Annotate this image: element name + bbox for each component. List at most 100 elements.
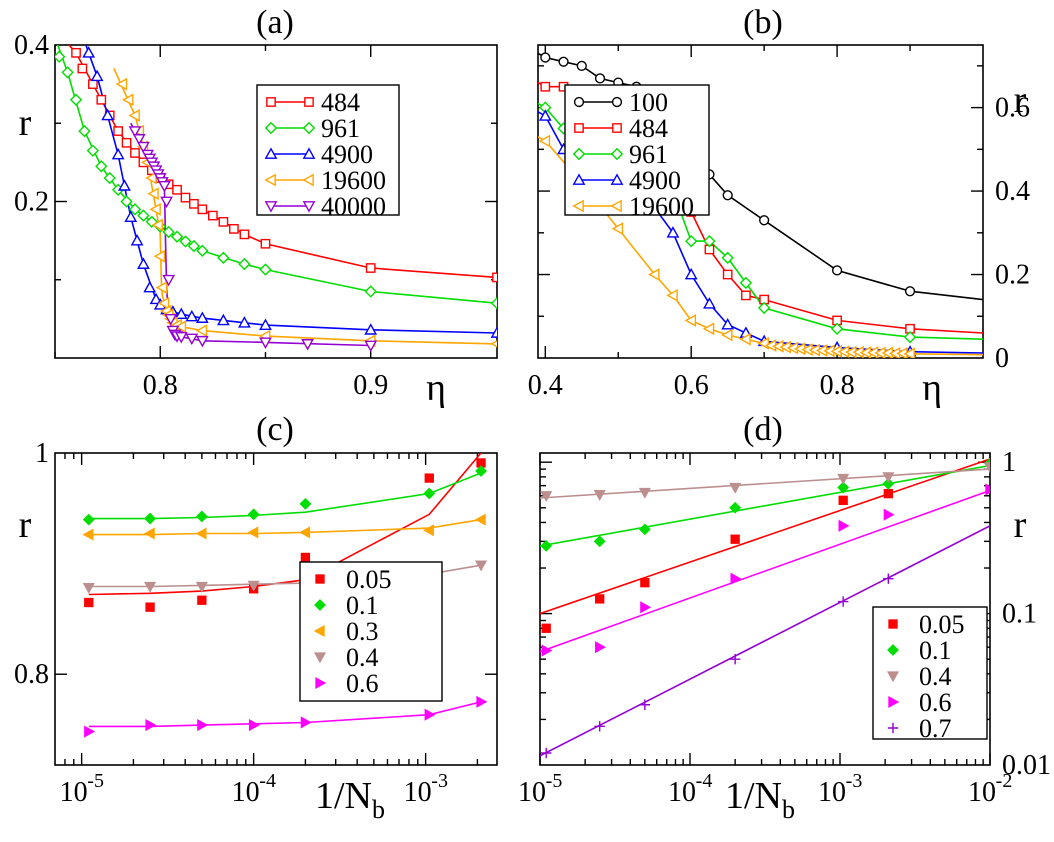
- data-point: [122, 93, 134, 107]
- legend-marker: [313, 624, 325, 638]
- data-point: [174, 307, 188, 320]
- data-point: [364, 285, 377, 298]
- legend-marker: [264, 201, 278, 213]
- data-point: [301, 339, 314, 351]
- series-line-2: [88, 472, 482, 520]
- data-point: [239, 229, 250, 240]
- data-point: [143, 527, 155, 540]
- data-point: [538, 134, 551, 148]
- data-point: [593, 535, 606, 548]
- data-point: [424, 708, 436, 721]
- data-point: [196, 244, 209, 257]
- data-point: [174, 320, 187, 334]
- y-tick-label: 0.2: [14, 187, 49, 218]
- data-point: [638, 487, 651, 499]
- x-tick-exponent: -2: [996, 770, 1013, 792]
- legend-entry: 484: [266, 88, 360, 117]
- series-line-5: [540, 525, 990, 757]
- legend-marker: [264, 173, 276, 187]
- x-tick-exponent: -4: [259, 770, 276, 792]
- legend-label: 0.7: [919, 714, 952, 743]
- x-tick-label: 10: [668, 777, 696, 808]
- legend-marker: [314, 599, 326, 611]
- data-point: [729, 653, 741, 665]
- legend-entry: 40000: [264, 192, 386, 221]
- data-point: [595, 641, 606, 654]
- data-point: [837, 473, 850, 485]
- data-point: [985, 483, 990, 496]
- data-point: [195, 510, 208, 523]
- data-point: [640, 578, 650, 588]
- panel-title: (b): [743, 4, 783, 41]
- data-point: [160, 196, 173, 209]
- x-tick-exponent: -5: [546, 770, 563, 792]
- data-point: [365, 263, 376, 273]
- data-point: [538, 109, 552, 121]
- data-point: [69, 93, 83, 106]
- data-point: [238, 257, 251, 271]
- legend-entry: 4900: [572, 166, 681, 195]
- legend-label: 0.6: [919, 688, 952, 717]
- legend-entry: 0.6: [888, 688, 952, 717]
- data-point: [541, 747, 552, 759]
- plot-frame: [537, 44, 984, 359]
- x-tick-label: 0.6: [674, 370, 709, 401]
- data-point: [247, 580, 260, 592]
- data-point: [162, 225, 175, 239]
- data-point: [238, 316, 251, 328]
- data-point: [540, 81, 551, 92]
- data-point: [474, 513, 486, 526]
- legend-entry: 961: [572, 140, 668, 169]
- x-tick-label: 10: [818, 777, 846, 808]
- data-point: [904, 286, 916, 297]
- data-point: [195, 581, 208, 593]
- data-point: [137, 209, 150, 222]
- legend-marker: [264, 147, 278, 159]
- panel-title: (a): [256, 4, 294, 41]
- data-point: [128, 203, 142, 216]
- data-point: [540, 539, 553, 552]
- data-point: [882, 472, 895, 484]
- x-tick-label: 0.4: [528, 370, 563, 401]
- data-point: [128, 109, 140, 122]
- data-point: [838, 495, 848, 505]
- legend-label: 0.1: [346, 591, 379, 620]
- data-point: [558, 56, 569, 67]
- data-point: [103, 171, 116, 185]
- y-tick-label: 1: [1002, 447, 1016, 478]
- legend-marker: [315, 574, 325, 584]
- legend-label: 4900: [629, 166, 681, 195]
- data-point: [666, 226, 680, 238]
- data-point: [86, 144, 100, 157]
- legend-entry: 0.05: [888, 610, 965, 639]
- data-point: [882, 477, 895, 490]
- data-point: [187, 239, 201, 253]
- legend-label: 484: [321, 88, 360, 117]
- x-tick-label: 10: [968, 777, 996, 808]
- plot-frame: [539, 452, 991, 766]
- data-point: [721, 328, 733, 342]
- data-point: [120, 195, 133, 208]
- data-point: [831, 265, 843, 276]
- data-point: [611, 222, 624, 236]
- legend-entry: 0.4: [313, 643, 379, 672]
- data-point: [364, 323, 378, 335]
- data-point: [151, 218, 163, 232]
- data-point: [118, 179, 131, 191]
- x-tick-label: 0.9: [353, 370, 388, 401]
- data-point: [82, 513, 95, 526]
- y-axis-label: r: [1014, 504, 1027, 546]
- data-point: [145, 719, 157, 732]
- legend-entry: 0.3: [313, 617, 379, 646]
- data-point: [185, 309, 199, 322]
- data-point: [424, 473, 434, 483]
- data-point: [475, 465, 487, 477]
- legend-box: [256, 84, 400, 216]
- panel-title: (d): [743, 411, 783, 448]
- data-point: [883, 488, 893, 499]
- markers: [540, 457, 990, 759]
- legend-marker: [302, 121, 316, 135]
- data-point: [82, 46, 96, 58]
